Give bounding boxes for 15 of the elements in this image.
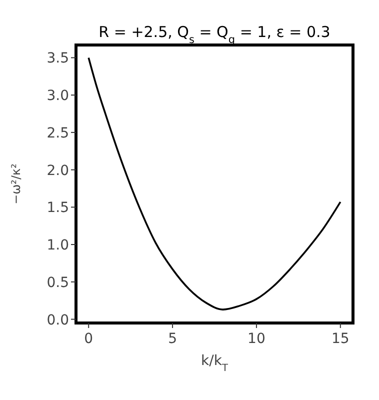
y-tick-label: 2.5 bbox=[46, 125, 69, 142]
line-series bbox=[88, 56, 342, 310]
y-tick-label: 3.0 bbox=[46, 88, 69, 104]
x-tick-label: 5 bbox=[168, 331, 177, 347]
y-tick-label: 1.5 bbox=[46, 200, 69, 216]
y-tick-label: 1.0 bbox=[46, 238, 69, 254]
x-tick-label: 0 bbox=[84, 331, 94, 347]
x-tick-label: 15 bbox=[331, 331, 350, 347]
y-tick-label: 2.0 bbox=[46, 162, 69, 179]
x-axis-title: k/k$_{T}$ bbox=[201, 353, 229, 374]
y-tick-label: 0.5 bbox=[46, 274, 69, 291]
y-tick-label: 3.5 bbox=[46, 50, 69, 67]
y-axis-title: −ω²/κ² bbox=[9, 163, 23, 204]
x-tick-label: 10 bbox=[248, 331, 266, 347]
y-tick-label: 0.0 bbox=[46, 312, 69, 328]
